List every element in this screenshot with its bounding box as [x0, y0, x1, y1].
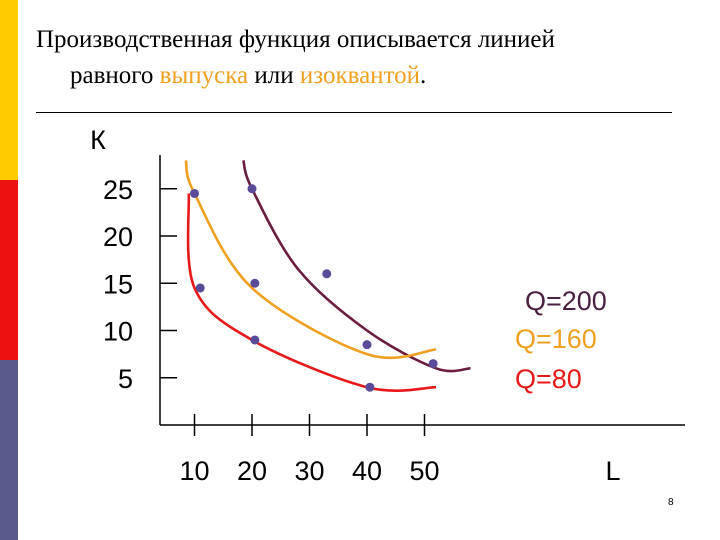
- x-tick-label-30: 30: [294, 456, 324, 486]
- data-point-3-1: [195, 283, 205, 293]
- x-axis-label: L: [605, 456, 620, 486]
- chart-labels: К L Q=200 Q=160 Q=80: [90, 125, 620, 486]
- data-point-1-2: [322, 269, 332, 279]
- title-highlight-isoquant: изоквантой: [299, 62, 421, 89]
- page-number: 8: [668, 497, 674, 508]
- data-point-3-2: [250, 335, 260, 345]
- title-line-1: Производственная функция описывается лин…: [36, 26, 555, 53]
- sidebar-red-bar: [0, 180, 18, 360]
- series-label-1: Q=200: [525, 286, 607, 316]
- sidebar-yellow-bar: [0, 0, 18, 180]
- data-point-2-1: [190, 188, 199, 198]
- x-tick-label-10: 10: [179, 456, 209, 486]
- title-text-4: .: [420, 62, 427, 89]
- title-highlight-output: выпуска: [159, 62, 249, 89]
- y-tick-label-5: 5: [118, 364, 133, 394]
- chart-ticks: 25 20 15 10 5 10 20 30 40 50: [103, 175, 440, 486]
- data-point-1-3: [428, 359, 438, 369]
- slide-title: Производственная функция описывается лин…: [36, 22, 676, 94]
- isoquant-curve-1: [242, 160, 471, 373]
- title-text-2: равного: [70, 62, 160, 89]
- y-tick-label-15: 15: [103, 269, 133, 299]
- x-tick-label-20: 20: [237, 456, 267, 486]
- y-axis-label: К: [90, 125, 106, 155]
- title-text-3: или: [248, 62, 300, 89]
- data-point-2-2: [250, 278, 260, 288]
- title-divider: [36, 112, 672, 113]
- y-tick-label-10: 10: [103, 317, 133, 347]
- series-label-2: Q=160: [515, 324, 597, 354]
- chart-points: [190, 184, 438, 392]
- title-line-2: равного выпуска или изоквантой.: [36, 58, 676, 94]
- data-point-2-3: [362, 340, 372, 350]
- x-tick-label-40: 40: [352, 456, 382, 486]
- y-tick-label-20: 20: [103, 222, 133, 252]
- data-point-3-3: [365, 382, 375, 392]
- y-tick-label-25: 25: [103, 175, 133, 205]
- isoquant-curve-3: [186, 193, 437, 392]
- data-point-1-1: [247, 184, 257, 194]
- isoquant-curve-2: [184, 160, 437, 360]
- series-label-3: Q=80: [515, 364, 582, 394]
- x-tick-label-50: 50: [409, 456, 439, 486]
- sidebar-slate-bar: [0, 360, 18, 540]
- chart-axes: [159, 155, 685, 426]
